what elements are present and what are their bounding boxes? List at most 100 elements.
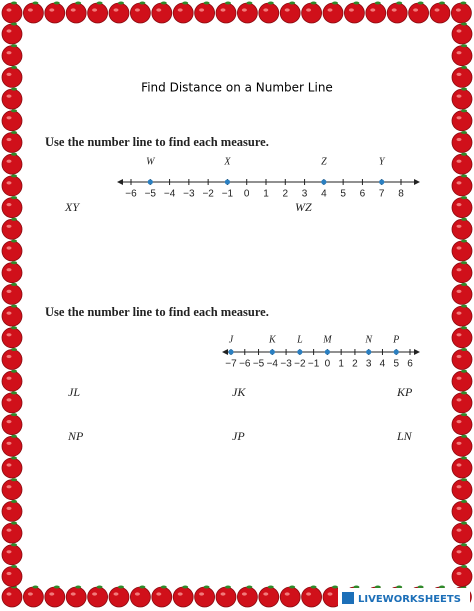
apple-shine — [6, 8, 12, 12]
apple-leaf — [461, 326, 467, 330]
apple-shine — [199, 8, 205, 12]
point-label: P — [392, 334, 399, 345]
apple — [1, 218, 23, 240]
apple-shine — [456, 137, 462, 142]
apple — [1, 305, 23, 327]
apple-shine — [6, 137, 12, 142]
apple-leaf — [182, 585, 189, 589]
question: KP — [396, 385, 413, 399]
apple-shine — [49, 592, 55, 596]
apple-shine — [113, 8, 119, 12]
apple-leaf — [461, 109, 467, 113]
apple-shine — [456, 29, 462, 33]
tick-label: −7 — [225, 359, 237, 370]
apple — [279, 2, 301, 24]
apple-shine — [456, 398, 462, 402]
apple — [451, 349, 473, 370]
apple-shine — [6, 376, 12, 380]
instruction: Use the number line to find each measure… — [45, 135, 269, 149]
question: WZ — [295, 200, 312, 214]
apple-leaf — [11, 478, 17, 482]
apple-leaf — [11, 326, 17, 330]
apple — [258, 2, 280, 24]
apple — [451, 88, 473, 110]
apple-leaf — [267, 1, 274, 5]
apple — [1, 23, 23, 45]
tick-label: −1 — [308, 359, 320, 370]
apple-shine — [456, 420, 462, 424]
apple — [215, 2, 237, 24]
apple-shine — [6, 550, 12, 554]
apple-leaf — [11, 348, 17, 351]
apple-leaf — [11, 217, 17, 221]
question: LN — [396, 429, 413, 443]
apple-leaf — [96, 585, 103, 589]
apple — [129, 2, 151, 24]
apple-leaf — [11, 369, 17, 373]
apple — [1, 327, 23, 349]
apple-shine — [391, 8, 397, 12]
apple-leaf — [396, 1, 403, 5]
apple — [1, 110, 23, 132]
apple — [451, 544, 473, 566]
apple-shine — [456, 571, 462, 576]
apple-leaf — [11, 543, 17, 547]
apple-leaf — [11, 152, 17, 156]
apple — [451, 479, 473, 501]
apple — [129, 586, 151, 608]
apple-leaf — [11, 239, 17, 243]
apple-leaf — [461, 196, 467, 200]
apple — [1, 67, 23, 88]
tick-label: −2 — [294, 359, 306, 370]
apple-shine — [456, 246, 462, 250]
tick-label: 1 — [338, 359, 344, 370]
tick-label: −4 — [267, 359, 279, 370]
apple — [408, 2, 430, 24]
apple-leaf — [461, 543, 467, 547]
apple — [451, 283, 473, 305]
apple-shine — [6, 463, 12, 467]
apple — [451, 327, 473, 349]
tick-label: −1 — [222, 189, 234, 200]
apple-shine — [348, 8, 354, 12]
apple-shine — [70, 8, 76, 12]
point-label: M — [322, 334, 332, 345]
title: Find Distance on a Number Line — [141, 81, 333, 95]
apple-leaf — [96, 1, 103, 5]
apple-shine — [456, 224, 462, 228]
apple — [23, 586, 44, 608]
apple — [65, 2, 87, 24]
apple-leaf — [461, 499, 467, 503]
apple-leaf — [461, 44, 467, 48]
apple-leaf — [118, 585, 124, 589]
apple-shine — [456, 51, 462, 55]
apple-leaf — [11, 109, 17, 113]
apple-shine — [456, 528, 462, 532]
apple-leaf — [461, 174, 467, 178]
apple-shine — [455, 8, 461, 12]
apple — [1, 392, 23, 414]
apple — [451, 45, 473, 67]
point-label: N — [364, 334, 373, 345]
apple — [1, 240, 23, 262]
apple-shine — [456, 441, 462, 445]
apple — [194, 2, 216, 24]
apple-shine — [306, 592, 312, 596]
apple — [23, 2, 44, 24]
apple-shine — [6, 51, 12, 55]
footer: LIVEWORKSHEETS — [358, 594, 461, 605]
question: JL — [68, 385, 80, 399]
apple — [236, 2, 258, 24]
apple-leaf — [461, 413, 467, 417]
apple — [1, 132, 23, 153]
apple — [451, 110, 473, 132]
apple — [1, 88, 23, 110]
arrow-left — [117, 179, 123, 185]
apple-shine — [6, 311, 12, 315]
apple — [301, 2, 323, 24]
apple — [1, 500, 23, 522]
apple-leaf — [461, 87, 467, 91]
apple-shine — [27, 8, 33, 12]
apple-leaf — [11, 304, 17, 308]
apple — [451, 132, 473, 153]
